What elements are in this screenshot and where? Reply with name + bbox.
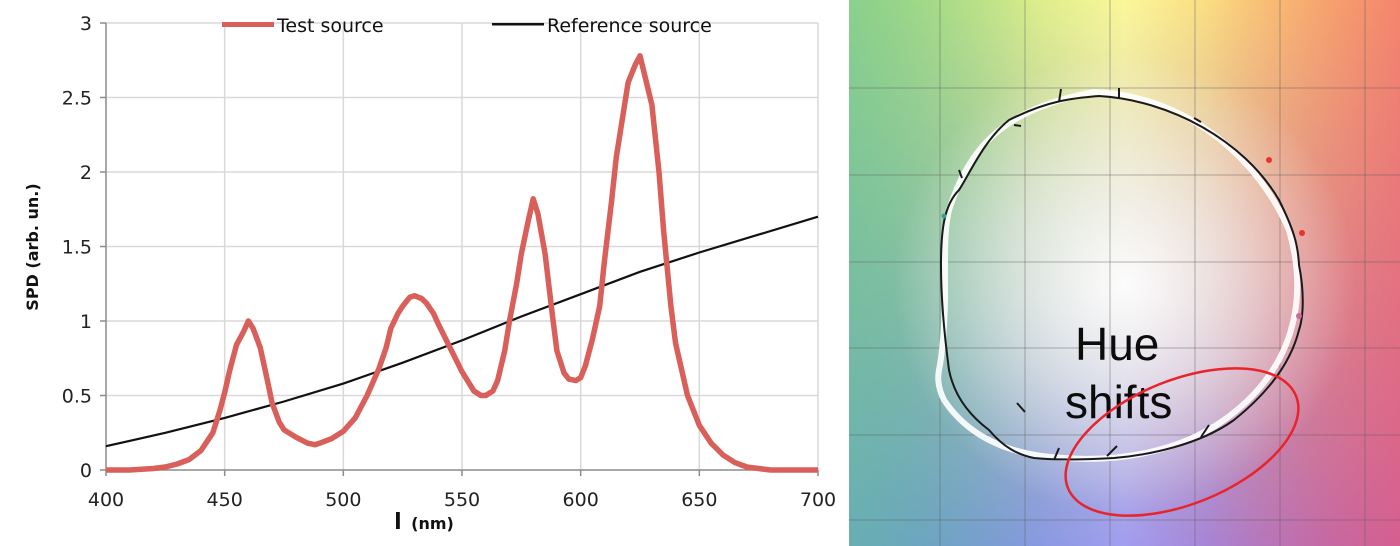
y-tick-label: 2 [80,162,92,184]
legend-item-test-source-swatch [222,22,274,27]
reference-gamut-circle [935,88,1301,462]
y-axis-title: SPD (arb. un.) [23,183,42,310]
color-vector-graphic: Hue shifts [849,0,1400,546]
annotation-shifts: shifts [1065,376,1172,428]
legend-item-test-source: Test source [276,15,384,37]
legend-item-reference-source-swatch [492,23,544,26]
y-tick-label: 1.5 [62,237,92,259]
y-tick-label: 0.5 [62,386,92,408]
chart-legend: Test source Reference source [222,15,712,37]
spd-line-chart: 0 0.5 1 1.5 2 2.5 3 400 450 500 550 600 650 700 SPD … [23,13,836,535]
chart-gridlines [106,22,819,470]
x-tick-label: 500 [325,489,361,511]
hue-bin-markers [958,88,1210,461]
y-tick-label: 0 [80,460,92,482]
x-tick-label: 400 [88,489,124,511]
y-tick-label: 2.5 [62,88,92,110]
y-axis-tick-labels: 0 0.5 1 1.5 2 2.5 3 [62,13,92,482]
x-tick-label: 450 [207,489,243,511]
x-tick-label: 650 [681,489,717,511]
y-tick-label: 3 [80,13,92,35]
chart-axes [100,22,819,476]
colored-bin-markers [941,157,1305,319]
x-axis-symbol: l [394,510,402,535]
annotation-hue: Hue [1075,318,1159,370]
legend-item-reference-source: Reference source [547,15,712,37]
x-tick-label: 550 [444,489,480,511]
hue-background-center [849,0,1400,546]
x-tick-label: 600 [563,489,599,511]
hue-shift-highlight-ellipse [1064,367,1300,517]
x-axis-unit: (nm) [411,514,454,533]
test-gamut-outline [939,94,1304,461]
x-tick-label: 700 [800,489,836,511]
x-axis-title: l (nm) [394,510,454,535]
x-axis-tick-labels: 400 450 500 550 600 650 700 [88,489,836,511]
y-tick-label: 1 [80,311,92,333]
reference-source-line [105,215,819,448]
test-source-line [106,53,818,473]
